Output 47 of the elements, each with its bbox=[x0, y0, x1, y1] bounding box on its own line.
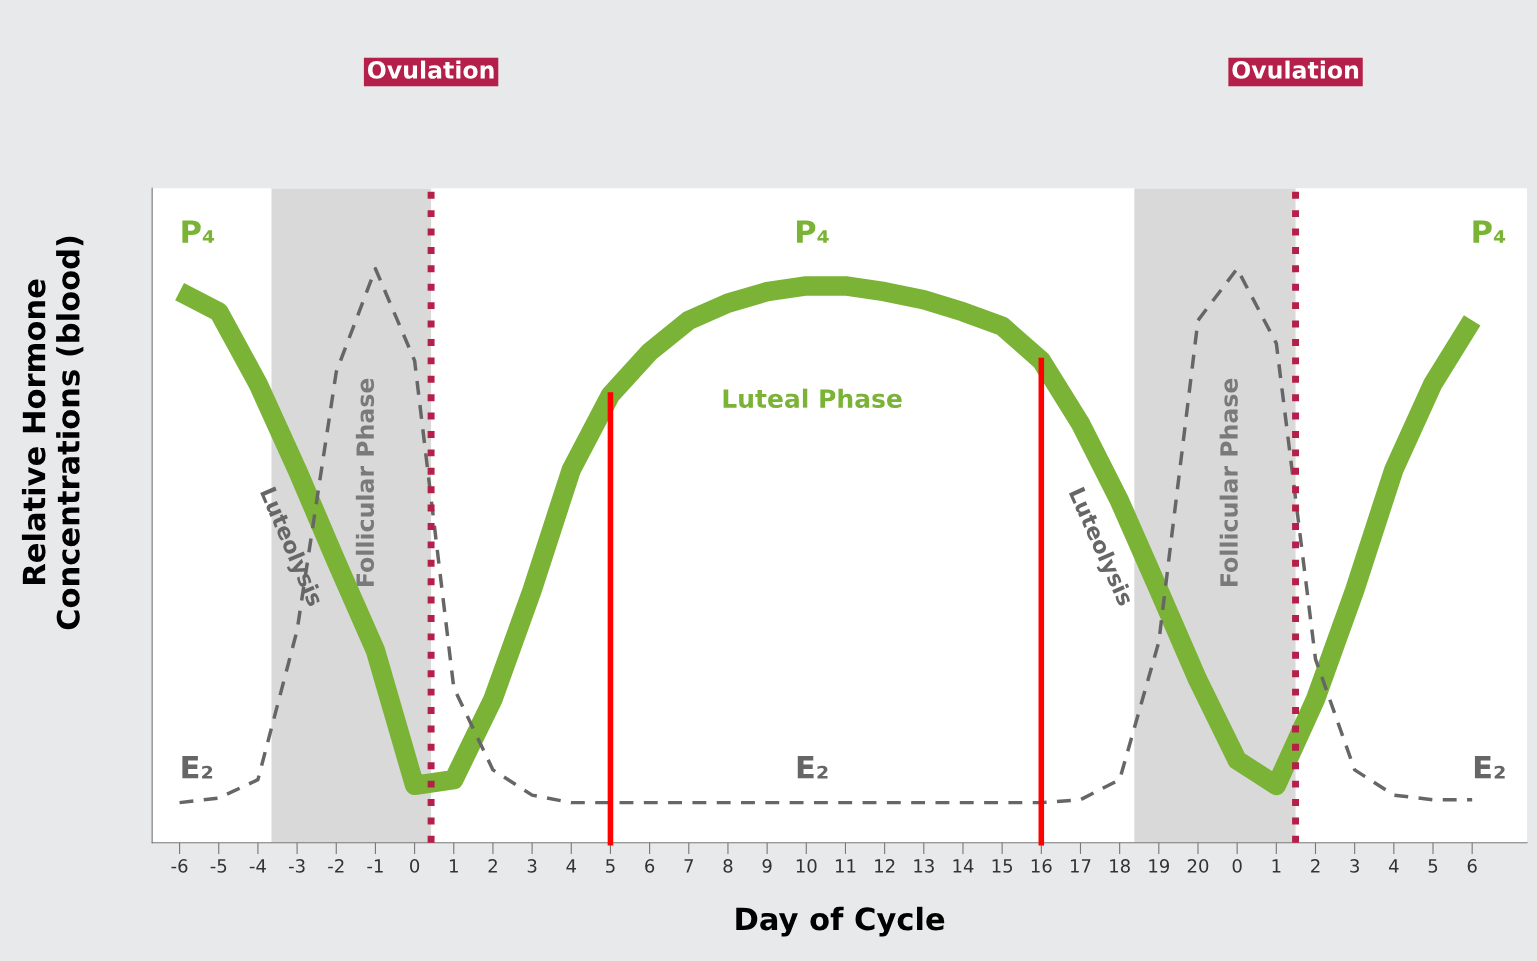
annotation: E₂ bbox=[1474, 756, 1505, 779]
x-tick-label: 1 bbox=[1272, 859, 1281, 873]
x-tick-label: -6 bbox=[171, 859, 188, 873]
x-tick-label: 12 bbox=[875, 859, 895, 873]
y-axis-title: Relative Hormone Concentrations (blood) bbox=[21, 236, 84, 630]
x-tick-label: 0 bbox=[1232, 859, 1242, 873]
x-tick-label: 5 bbox=[606, 859, 615, 873]
text: Ovulation bbox=[1232, 60, 1359, 79]
x-tick-label: 3 bbox=[527, 859, 537, 873]
x-tick-label: -4 bbox=[249, 859, 266, 873]
x-tick-label: 11 bbox=[835, 859, 856, 873]
x-tick-label: 6 bbox=[645, 859, 655, 873]
x-tick-label: 7 bbox=[684, 859, 693, 873]
x-tick-label: 14 bbox=[953, 859, 974, 873]
text: Ovulation bbox=[367, 60, 494, 79]
text: P₄ bbox=[1473, 220, 1506, 243]
annotation: Follicular Phase bbox=[355, 378, 375, 586]
x-tick-label: 4 bbox=[1388, 859, 1399, 873]
x-tick-label: 9 bbox=[762, 859, 772, 873]
x-tick-label: 19 bbox=[1149, 859, 1170, 873]
x-tick-label: -1 bbox=[367, 859, 383, 873]
x-axis-title: Day of Cycle bbox=[736, 906, 945, 937]
x-tick-label: 20 bbox=[1187, 859, 1209, 873]
x-tick-label: 6 bbox=[1467, 859, 1477, 873]
x-tick-label: 1 bbox=[450, 859, 458, 873]
x-tick-label: 13 bbox=[914, 859, 934, 873]
x-tick-label: -3 bbox=[288, 859, 305, 873]
annotation: Luteal Phase bbox=[723, 388, 902, 409]
x-tick-label: 0 bbox=[410, 859, 420, 873]
x-tick-label: 17 bbox=[1070, 859, 1091, 873]
x-tick-label: 8 bbox=[723, 859, 733, 873]
x-tick-label: 4 bbox=[566, 859, 577, 873]
series-label: P₄ bbox=[182, 220, 215, 243]
annotation: E₂ bbox=[797, 756, 828, 779]
x-tick-label: -2 bbox=[328, 859, 344, 873]
x-tick-label: 2 bbox=[488, 859, 497, 873]
x-tick-label: 10 bbox=[796, 859, 817, 873]
text: P₄ bbox=[797, 220, 829, 243]
x-tick-label: -5 bbox=[210, 859, 227, 873]
x-tick-label: 5 bbox=[1428, 859, 1438, 873]
annotation: Follicular Phase bbox=[1219, 378, 1238, 586]
x-tick-label: 3 bbox=[1350, 859, 1359, 873]
series-label: E₂ bbox=[182, 756, 213, 779]
x-tick-label: 2 bbox=[1311, 859, 1320, 873]
x-tick-label: 16 bbox=[1031, 859, 1052, 873]
x-tick-label: 18 bbox=[1110, 859, 1130, 873]
x-tick-label: 15 bbox=[992, 859, 1013, 873]
